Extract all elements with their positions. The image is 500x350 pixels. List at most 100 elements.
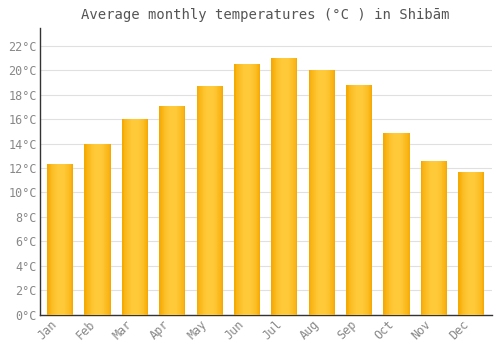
Bar bbox=[175, 106, 176, 315]
Bar bbox=[387, 133, 388, 315]
Bar bbox=[64, 164, 66, 315]
Bar bbox=[366, 85, 367, 315]
Bar bbox=[272, 58, 273, 315]
Bar bbox=[127, 119, 128, 315]
Bar bbox=[346, 85, 347, 315]
Bar bbox=[347, 85, 348, 315]
Bar bbox=[250, 64, 252, 315]
Bar bbox=[400, 133, 401, 315]
Bar bbox=[96, 144, 98, 315]
Bar bbox=[422, 161, 424, 315]
Bar bbox=[474, 172, 476, 315]
Bar bbox=[348, 85, 350, 315]
Bar bbox=[167, 106, 168, 315]
Bar bbox=[174, 106, 175, 315]
Bar bbox=[47, 164, 48, 315]
Bar bbox=[479, 172, 480, 315]
Bar bbox=[60, 164, 61, 315]
Bar bbox=[139, 119, 140, 315]
Bar bbox=[200, 86, 201, 315]
Bar bbox=[325, 70, 326, 315]
Bar bbox=[180, 106, 181, 315]
Bar bbox=[371, 85, 372, 315]
Bar bbox=[63, 164, 64, 315]
Bar bbox=[159, 106, 160, 315]
Bar bbox=[396, 133, 398, 315]
Bar bbox=[386, 133, 387, 315]
Bar bbox=[102, 144, 104, 315]
Bar bbox=[352, 85, 353, 315]
Bar bbox=[248, 64, 249, 315]
Bar bbox=[236, 64, 238, 315]
Bar bbox=[247, 64, 248, 315]
Bar bbox=[358, 85, 359, 315]
Bar bbox=[293, 58, 294, 315]
Bar bbox=[446, 161, 447, 315]
Bar bbox=[126, 119, 127, 315]
Bar bbox=[296, 58, 298, 315]
Bar bbox=[259, 64, 260, 315]
Bar bbox=[333, 70, 334, 315]
Bar bbox=[141, 119, 142, 315]
Bar bbox=[142, 119, 144, 315]
Bar bbox=[460, 172, 462, 315]
Bar bbox=[458, 172, 459, 315]
Bar bbox=[94, 144, 95, 315]
Bar bbox=[286, 58, 287, 315]
Bar bbox=[246, 64, 247, 315]
Bar bbox=[216, 86, 218, 315]
Bar bbox=[214, 86, 215, 315]
Bar bbox=[47, 164, 48, 315]
Bar bbox=[482, 172, 484, 315]
Bar bbox=[106, 144, 107, 315]
Bar bbox=[295, 58, 296, 315]
Bar bbox=[109, 144, 110, 315]
Bar bbox=[390, 133, 391, 315]
Bar bbox=[134, 119, 135, 315]
Bar bbox=[221, 86, 222, 315]
Bar bbox=[274, 58, 276, 315]
Bar bbox=[346, 85, 347, 315]
Bar bbox=[420, 161, 422, 315]
Bar bbox=[166, 106, 167, 315]
Bar bbox=[359, 85, 360, 315]
Bar bbox=[140, 119, 141, 315]
Bar bbox=[308, 70, 310, 315]
Bar bbox=[271, 58, 272, 315]
Bar bbox=[255, 64, 256, 315]
Bar bbox=[84, 144, 86, 315]
Bar bbox=[234, 64, 235, 315]
Bar bbox=[56, 164, 58, 315]
Bar bbox=[392, 133, 393, 315]
Bar bbox=[362, 85, 364, 315]
Bar bbox=[138, 119, 140, 315]
Bar bbox=[287, 58, 288, 315]
Bar bbox=[360, 85, 361, 315]
Bar bbox=[208, 86, 210, 315]
Bar bbox=[271, 58, 272, 315]
Bar bbox=[473, 172, 474, 315]
Bar bbox=[215, 86, 216, 315]
Bar bbox=[162, 106, 164, 315]
Bar bbox=[48, 164, 49, 315]
Bar bbox=[67, 164, 68, 315]
Bar bbox=[313, 70, 314, 315]
Bar bbox=[480, 172, 481, 315]
Bar bbox=[285, 58, 286, 315]
Bar bbox=[399, 133, 400, 315]
Bar bbox=[425, 161, 426, 315]
Bar bbox=[133, 119, 134, 315]
Bar bbox=[273, 58, 274, 315]
Bar bbox=[253, 64, 254, 315]
Bar bbox=[308, 70, 310, 315]
Bar bbox=[438, 161, 439, 315]
Bar bbox=[69, 164, 70, 315]
Bar bbox=[202, 86, 203, 315]
Bar bbox=[95, 144, 96, 315]
Bar bbox=[244, 64, 246, 315]
Bar bbox=[394, 133, 396, 315]
Bar bbox=[327, 70, 328, 315]
Bar bbox=[388, 133, 390, 315]
Bar bbox=[206, 86, 207, 315]
Bar bbox=[332, 70, 333, 315]
